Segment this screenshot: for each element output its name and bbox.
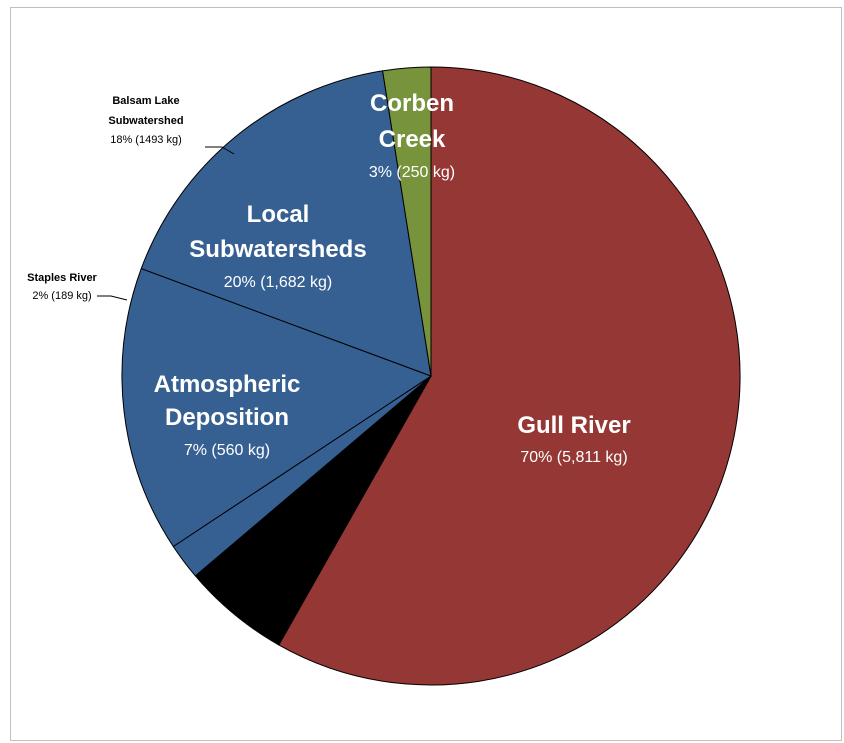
balsam-leader-line (205, 146, 235, 155)
local-label-line2: Subwatersheds (189, 236, 366, 263)
atmos-label-line2: Deposition (165, 404, 289, 431)
pie-slice-local-subwatersheds (140, 70, 432, 377)
pie-slices (121, 66, 741, 686)
balsam-label-value: 18% (1493 kg) (110, 134, 182, 146)
balsam-label-line2: Subwatershed (108, 115, 183, 127)
pie-slice-gull-river (278, 66, 741, 686)
gull-label-value: 70% (5,811 kg) (520, 449, 627, 466)
atmos-label-value: 7% (560 kg) (184, 442, 270, 459)
pie-slice-corben-creek (382, 66, 432, 377)
staples-leader-line (97, 295, 128, 301)
local-label-line1: Local (247, 201, 310, 228)
corben-label-line1: Corben (370, 90, 454, 117)
local-label-value: 20% (1,682 kg) (224, 274, 333, 291)
corben-label-value: 3% (250 kg) (369, 164, 455, 181)
staples-label-value: 2% (189 kg) (32, 290, 91, 302)
staples-label-name: Staples River (27, 272, 97, 284)
pie-slice-balsam-lake-subwatershed (121, 267, 433, 548)
atmos-label-line1: Atmospheric (154, 371, 301, 398)
balsam-label-line1: Balsam Lake (112, 95, 179, 107)
gull-label-name: Gull River (517, 412, 630, 439)
corben-label-line2: Creek (379, 126, 446, 153)
